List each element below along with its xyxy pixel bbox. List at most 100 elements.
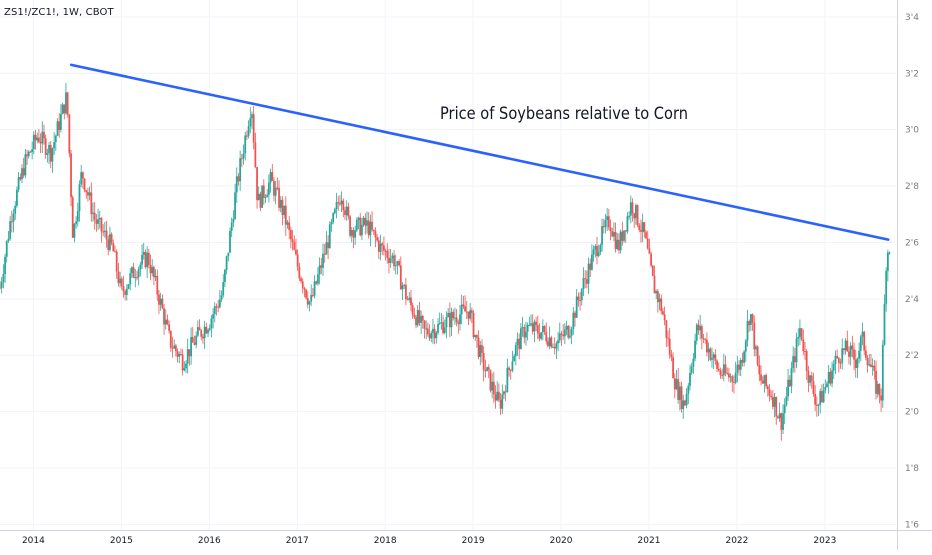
candle-body	[320, 265, 323, 268]
candle-body	[251, 114, 253, 119]
candle-body	[95, 219, 98, 224]
candle-body	[71, 197, 74, 238]
candle-body	[249, 118, 252, 127]
candle-body	[244, 135, 247, 154]
candle-body	[381, 243, 384, 246]
candle-body	[261, 185, 264, 208]
candle-body	[212, 314, 214, 319]
candle-body	[508, 367, 510, 370]
candle-body	[110, 234, 113, 244]
candle-body	[880, 395, 883, 401]
candle-body	[301, 281, 304, 288]
candle-body	[107, 239, 110, 250]
candle-body	[832, 364, 835, 371]
x-tick-label: 2017	[286, 536, 309, 546]
candle-body	[694, 340, 696, 359]
candle-body	[76, 211, 79, 222]
candle-body	[619, 231, 622, 251]
candle-body	[240, 158, 243, 160]
y-tick-label: 2'8	[905, 182, 919, 192]
candle-body	[235, 176, 238, 193]
candle-body	[349, 216, 351, 236]
candle-body	[591, 254, 593, 270]
candle-body	[310, 295, 313, 302]
y-tick-label: 1'6	[905, 520, 919, 530]
candle-body	[482, 352, 485, 371]
candle-body	[470, 310, 473, 313]
x-tick-label: 2014	[22, 536, 45, 546]
candle-body	[836, 356, 839, 358]
candle-body	[14, 205, 17, 214]
candle-body	[479, 345, 482, 358]
candle-body	[440, 322, 443, 324]
candle-body	[166, 319, 169, 325]
candle-body	[535, 321, 538, 326]
candle-body	[196, 327, 199, 336]
candle-body	[805, 351, 808, 372]
chart-annotation: Price of Soybeans relative to Corn	[440, 104, 688, 124]
candle-body	[432, 328, 434, 333]
candle-body	[792, 356, 795, 369]
candle-body	[350, 230, 353, 236]
candle-body	[426, 328, 429, 335]
candle-body	[0, 281, 3, 288]
candle-body	[739, 360, 742, 370]
candle-body	[132, 267, 135, 278]
candle-body	[141, 254, 143, 265]
candle-body	[362, 217, 365, 225]
candle-body	[888, 252, 891, 254]
candle-body	[202, 336, 204, 339]
candle-body	[550, 337, 553, 348]
candle-body	[266, 194, 269, 198]
candle-body	[36, 137, 39, 141]
candle-body	[0, 287, 1, 289]
candle-body	[337, 202, 340, 204]
candle-body	[810, 375, 813, 382]
candle-body	[575, 296, 578, 318]
candle-body	[848, 351, 850, 357]
candle-body	[59, 113, 62, 130]
candle-body	[227, 252, 230, 257]
candle-body	[115, 251, 118, 272]
candle-body	[186, 349, 189, 364]
candle-body	[29, 151, 32, 153]
x-tick-label: 2022	[725, 536, 748, 546]
candle-body	[467, 311, 470, 319]
candle-body	[521, 327, 524, 329]
candle-body	[139, 264, 142, 270]
trendline	[69, 63, 890, 241]
candle-body	[844, 340, 847, 351]
candle-body	[284, 205, 287, 225]
candle-body	[254, 142, 257, 168]
candle-body	[32, 134, 35, 150]
candle-body	[435, 332, 438, 339]
candle-body	[531, 323, 534, 332]
candle-body	[90, 192, 93, 215]
candle-body	[812, 381, 815, 394]
candle-body	[822, 390, 825, 403]
candle-body	[215, 306, 218, 308]
candle-body	[846, 340, 849, 352]
candle-body	[376, 237, 379, 241]
candle-body	[861, 331, 864, 337]
candle-body	[748, 321, 751, 325]
candle-body	[736, 364, 739, 373]
candle-body	[778, 413, 781, 419]
candle-body	[225, 256, 228, 270]
candle-body	[814, 393, 817, 405]
y-tick-label: 3'4	[905, 13, 919, 23]
candle-body	[678, 386, 681, 400]
candle-body	[213, 306, 216, 315]
candle-body	[672, 357, 674, 379]
candle-body	[731, 376, 734, 382]
candle-body	[582, 278, 585, 290]
candle-body	[109, 234, 111, 250]
candle-body	[623, 230, 625, 241]
candle-body	[641, 222, 644, 232]
candle-body	[680, 386, 683, 410]
candle-body	[766, 386, 769, 390]
candle-body	[533, 321, 536, 332]
candle-body	[393, 255, 395, 267]
